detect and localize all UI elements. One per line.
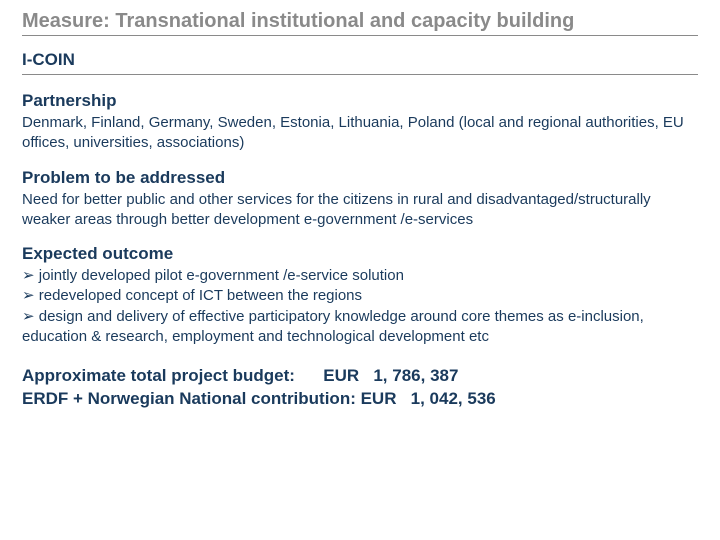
divider-line	[22, 74, 698, 75]
outcome-bullets: jointly developed pilot e-government /e-…	[22, 266, 698, 347]
problem-body: Need for better public and other service…	[22, 190, 698, 231]
outcome-bullet-item: design and delivery of effective partici…	[22, 307, 698, 348]
partnership-heading: Partnership	[22, 91, 698, 111]
page-title: Measure: Transnational institutional and…	[22, 10, 698, 36]
partnership-body: Denmark, Finland, Germany, Sweden, Eston…	[22, 113, 698, 154]
outcome-bullet-item: redeveloped concept of ICT between the r…	[22, 286, 698, 306]
document-page: Measure: Transnational institutional and…	[0, 0, 720, 540]
outcome-heading: Expected outcome	[22, 244, 698, 264]
outcome-bullet-item: jointly developed pilot e-government /e-…	[22, 266, 698, 286]
project-code: I-COIN	[22, 50, 698, 70]
budget-total: Approximate total project budget: EUR 1,…	[22, 365, 698, 388]
problem-heading: Problem to be addressed	[22, 168, 698, 188]
budget-erdf: ERDF + Norwegian National contribution: …	[22, 388, 698, 411]
budget-block: Approximate total project budget: EUR 1,…	[22, 365, 698, 411]
